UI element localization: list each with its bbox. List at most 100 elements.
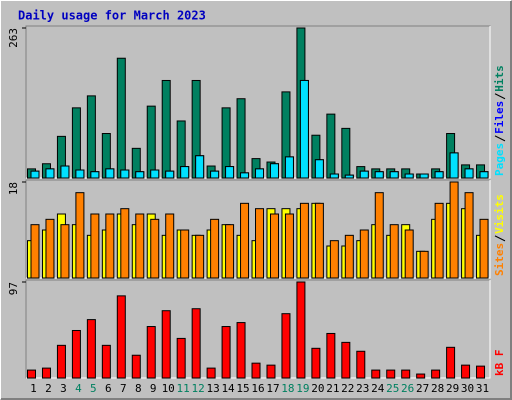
bar xyxy=(86,95,96,179)
bar xyxy=(45,168,55,179)
x-tick-label: 9 xyxy=(150,382,157,395)
bar xyxy=(326,332,336,379)
bar xyxy=(146,326,156,379)
bar xyxy=(71,107,81,179)
x-tick-label: 10 xyxy=(162,382,175,395)
chart-title: Daily usage for March 2023 xyxy=(18,9,206,23)
legend-separator xyxy=(494,135,506,142)
bar xyxy=(371,369,381,379)
bar xyxy=(41,367,51,379)
bar xyxy=(446,346,456,379)
bar xyxy=(240,172,250,179)
bar xyxy=(60,224,70,279)
bar xyxy=(191,308,201,379)
bar xyxy=(221,326,231,379)
bar xyxy=(479,218,489,279)
legend-label: Sites xyxy=(493,243,506,276)
bar xyxy=(236,322,246,379)
bar xyxy=(299,79,309,179)
x-tick-label: 20 xyxy=(311,382,324,395)
bar xyxy=(225,166,235,179)
bar xyxy=(359,229,369,279)
bar xyxy=(75,192,85,279)
bar xyxy=(389,171,399,179)
x-tick-label: 15 xyxy=(236,382,249,395)
y-tick-label: 263 xyxy=(7,28,20,48)
x-tick-label: 7 xyxy=(120,382,127,395)
x-tick-label: 22 xyxy=(341,382,354,395)
bar xyxy=(386,369,396,379)
bar xyxy=(266,364,276,379)
bar xyxy=(165,213,175,279)
y-tick-label: 18 xyxy=(7,182,20,195)
bar xyxy=(101,344,111,379)
legend-label: Hits xyxy=(493,65,506,92)
legend: Sites Visits xyxy=(493,194,506,276)
x-tick-label: 26 xyxy=(401,382,414,395)
bar xyxy=(389,224,399,279)
bar xyxy=(30,224,40,279)
bar xyxy=(60,165,70,179)
x-tick-label: 5 xyxy=(90,382,97,395)
bar xyxy=(180,166,190,179)
bar xyxy=(195,155,205,179)
bar xyxy=(236,98,246,179)
bar xyxy=(210,170,220,179)
legend-label: Visits xyxy=(493,194,506,234)
bar xyxy=(120,169,130,179)
bar xyxy=(329,173,339,179)
y-tick-label: 97 xyxy=(7,282,20,295)
bar xyxy=(284,213,294,279)
bar xyxy=(251,362,261,379)
bar xyxy=(75,169,85,179)
bar xyxy=(281,313,291,379)
bar xyxy=(116,57,126,179)
bar xyxy=(314,159,324,179)
x-tick-label: 28 xyxy=(431,382,444,395)
bar xyxy=(296,281,306,379)
x-tick-label: 31 xyxy=(476,382,489,395)
bar xyxy=(449,152,459,179)
x-tick-label: 21 xyxy=(326,382,339,395)
bar xyxy=(374,171,384,179)
bar xyxy=(135,213,145,279)
x-tick-label: 17 xyxy=(266,382,279,395)
x-tick-label: 11 xyxy=(177,382,190,395)
x-tick-label: 6 xyxy=(105,382,112,395)
bar xyxy=(464,168,474,179)
bar xyxy=(431,369,441,379)
legend-separator xyxy=(494,235,506,242)
x-tick-label: 13 xyxy=(206,382,219,395)
bar xyxy=(476,365,486,379)
bar xyxy=(45,218,55,279)
bar xyxy=(146,105,156,179)
bar xyxy=(120,208,130,279)
bar xyxy=(374,192,384,279)
x-tick-label: 23 xyxy=(356,382,369,395)
bar xyxy=(131,354,141,379)
bar xyxy=(404,229,414,279)
bar xyxy=(419,173,429,179)
bar xyxy=(344,174,354,179)
bar xyxy=(225,224,235,279)
x-tick-label: 12 xyxy=(192,382,205,395)
bar xyxy=(176,337,186,379)
x-tick-label: 18 xyxy=(281,382,294,395)
bar xyxy=(434,171,444,179)
legend-label: kB F xyxy=(493,350,506,377)
bar xyxy=(210,218,220,279)
x-tick-label: 4 xyxy=(75,382,82,395)
x-tick-label: 27 xyxy=(416,382,429,395)
bar xyxy=(240,202,250,279)
bar xyxy=(416,373,426,379)
bar xyxy=(284,156,294,179)
bar xyxy=(27,369,36,379)
bar xyxy=(206,367,216,379)
bar xyxy=(341,341,351,379)
bar xyxy=(329,240,339,279)
bar xyxy=(161,79,171,179)
bar xyxy=(449,181,459,279)
bar xyxy=(359,170,369,179)
x-tick-label: 2 xyxy=(45,382,52,395)
